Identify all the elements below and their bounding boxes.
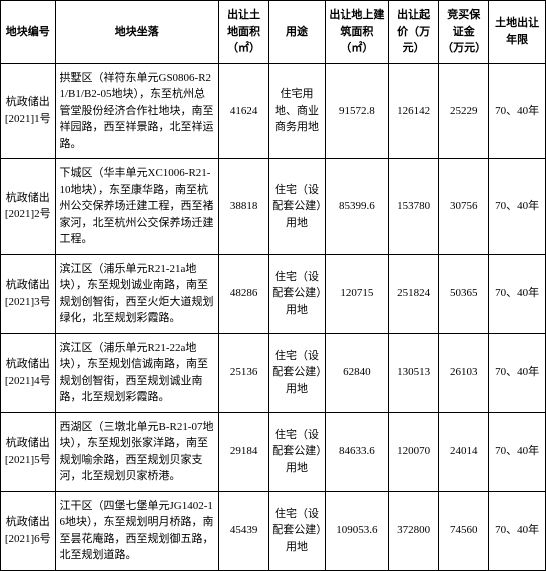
cell-use: 住宅（设配套公建）用地	[269, 333, 326, 412]
cell-term: 70、40年	[489, 412, 546, 491]
land-table: 地块编号 地块坐落 出让土地面积（㎡） 用途 出让地上建筑面积（㎡） 出让起价（…	[0, 0, 546, 571]
cell-start_price: 126142	[389, 63, 439, 159]
cell-id: 杭政储出[2021]2号	[1, 159, 56, 255]
cell-deposit: 50365	[439, 254, 489, 333]
cell-term: 70、40年	[489, 159, 546, 255]
cell-start_price: 251824	[389, 254, 439, 333]
table-header-row: 地块编号 地块坐落 出让土地面积（㎡） 用途 出让地上建筑面积（㎡） 出让起价（…	[1, 1, 546, 64]
cell-term: 70、40年	[489, 333, 546, 412]
cell-land_area: 38818	[219, 159, 269, 255]
cell-start_price: 153780	[389, 159, 439, 255]
cell-land_area: 48286	[219, 254, 269, 333]
cell-term: 70、40年	[489, 63, 546, 159]
cell-land_area: 41624	[219, 63, 269, 159]
cell-location: 滨江区（浦乐单元R21-21a地块），东至规划诚业南路，南至规划创智街，西至火炬…	[55, 254, 219, 333]
col-location: 地块坐落	[55, 1, 219, 64]
cell-land_area: 29184	[219, 412, 269, 491]
cell-location: 滨江区（浦乐单元R21-22a地块），东至规划信诚南路，南至规划创智街，西至规划…	[55, 333, 219, 412]
table-row: 杭政储出[2021]2号下城区（华丰单元XC1006-R21-10地块），东至康…	[1, 159, 546, 255]
cell-location: 西湖区（三墩北单元B-R21-07地块），东至规划张家洋路，南至规划喻余路，西至…	[55, 412, 219, 491]
cell-land_area: 25136	[219, 333, 269, 412]
table-row: 杭政储出[2021]4号滨江区（浦乐单元R21-22a地块），东至规划信诚南路，…	[1, 333, 546, 412]
cell-id: 杭政储出[2021]4号	[1, 333, 56, 412]
cell-location: 下城区（华丰单元XC1006-R21-10地块），东至康华路，南至杭州公交保养场…	[55, 159, 219, 255]
col-landarea: 出让土地面积（㎡）	[219, 1, 269, 64]
col-price: 出让起价（万元）	[389, 1, 439, 64]
cell-start_price: 120070	[389, 412, 439, 491]
table-body: 杭政储出[2021]1号拱墅区（祥符东单元GS0806-R21/B1/B2-05…	[1, 63, 546, 570]
cell-use: 住宅用地、商业商务用地	[269, 63, 326, 159]
table-row: 杭政储出[2021]5号西湖区（三墩北单元B-R21-07地块），东至规划张家洋…	[1, 412, 546, 491]
cell-deposit: 24014	[439, 412, 489, 491]
cell-id: 杭政储出[2021]5号	[1, 412, 56, 491]
col-buildarea: 出让地上建筑面积（㎡）	[325, 1, 388, 64]
cell-deposit: 25229	[439, 63, 489, 159]
cell-deposit: 30756	[439, 159, 489, 255]
cell-use: 住宅（设配套公建）用地	[269, 412, 326, 491]
table-row: 杭政储出[2021]3号滨江区（浦乐单元R21-21a地块），东至规划诚业南路，…	[1, 254, 546, 333]
table-row: 杭政储出[2021]1号拱墅区（祥符东单元GS0806-R21/B1/B2-05…	[1, 63, 546, 159]
col-id: 地块编号	[1, 1, 56, 64]
col-use: 用途	[269, 1, 326, 64]
cell-term: 70、40年	[489, 254, 546, 333]
cell-deposit: 26103	[439, 333, 489, 412]
cell-use: 住宅（设配套公建）用地	[269, 254, 326, 333]
col-deposit: 竞买保证金（万元）	[439, 1, 489, 64]
cell-build_area: 85399.6	[325, 159, 388, 255]
cell-build_area: 120715	[325, 254, 388, 333]
cell-id: 杭政储出[2021]3号	[1, 254, 56, 333]
cell-build_area: 91572.8	[325, 63, 388, 159]
cell-build_area: 62840	[325, 333, 388, 412]
cell-start_price: 130513	[389, 333, 439, 412]
cell-build_area: 84633.6	[325, 412, 388, 491]
cell-use: 住宅（设配套公建）用地	[269, 159, 326, 255]
col-term: 土地出让年限	[489, 1, 546, 64]
cell-location: 拱墅区（祥符东单元GS0806-R21/B1/B2-05地块），东至杭州总管堂股…	[55, 63, 219, 159]
cell-id: 杭政储出[2021]1号	[1, 63, 56, 159]
